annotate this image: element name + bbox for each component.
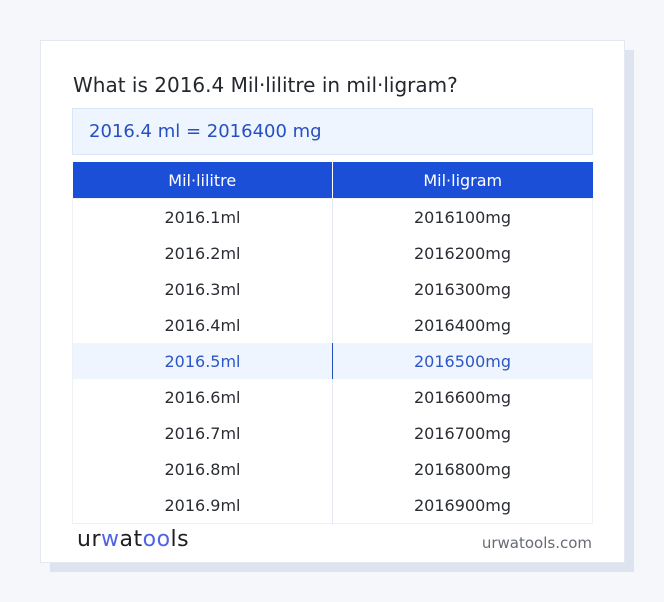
table-cell: 2016.5ml (72, 343, 333, 379)
table-row: 2016.1ml 2016100mg (73, 198, 593, 235)
table-cell: 2016900mg (332, 487, 593, 524)
table-cell: 2016.8ml (164, 459, 241, 479)
column-header: Mil·ligram (332, 162, 593, 199)
table-cell: 2016.9ml (164, 495, 241, 515)
table-cell: 2016500mg (332, 343, 593, 379)
conversion-table: Mil·lilitre Mil·ligram 2016.1ml 2016100mg… (72, 162, 593, 524)
table-cell: 2016.1ml (164, 207, 241, 227)
table-cell: 2016600mg (332, 379, 593, 415)
table-cell: 2016400mg (332, 307, 593, 343)
result-box: 2016.4 ml = 2016400 mg (72, 108, 593, 155)
table-row: 2016.6ml 2016600mg (73, 379, 593, 415)
table-cell: 2016700mg (332, 415, 593, 451)
table-cell: 2016300mg (332, 271, 593, 307)
table-row: 2016.9ml 2016900mg (73, 487, 593, 524)
urwatools-logo: urwatools (77, 527, 190, 552)
table-cell: 2016.2ml (164, 243, 241, 263)
table-cell: 2016800mg (332, 451, 593, 487)
result-text: 2016.4 ml = 2016400 mg (89, 121, 322, 142)
table-row: 2016.8ml 2016800mg (73, 451, 593, 487)
table-cell: 2016.3ml (164, 279, 241, 299)
table-row: 2016.3ml 2016300mg (73, 271, 593, 307)
table-cell: 2016200mg (332, 235, 593, 271)
page-title: What is 2016.4 Mil·lilitre in mil·ligram… (73, 73, 458, 97)
table-cell: 2016100mg (332, 198, 593, 235)
table-cell: 2016.4ml (164, 315, 241, 335)
table-cell: 2016.7ml (164, 423, 241, 443)
table-cell: 2016.6ml (164, 387, 241, 407)
table-row: 2016.4ml 2016400mg (73, 307, 593, 343)
site-link[interactable]: urwatools.com (481, 534, 592, 552)
table-row: 2016.7ml 2016700mg (73, 415, 593, 451)
conversion-card: What is 2016.4 Mil·lilitre in mil·ligram… (40, 40, 625, 563)
table-row: 2016.2ml 2016200mg (73, 235, 593, 271)
table-header: Mil·lilitre Mil·ligram (72, 162, 593, 199)
column-header: Mil·lilitre (72, 162, 333, 199)
table-row: 2016.5ml 2016500mg (72, 343, 593, 379)
